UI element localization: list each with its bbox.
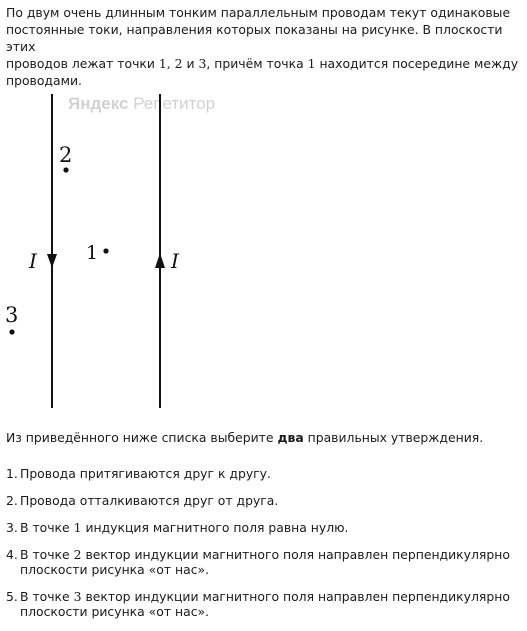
- current-label-right: I: [170, 249, 180, 273]
- point-3-dot: [9, 329, 15, 335]
- question-bold: два: [277, 430, 304, 445]
- point-3-label: 3: [5, 303, 18, 327]
- point-2-label: 2: [59, 143, 72, 167]
- answer-options: 1. Провода притягиваются друг к другу. 2…: [6, 466, 521, 631]
- wires-diagram: Яндекс Репетитор I I 1 2 3: [5, 94, 215, 408]
- intro-points-1-2: 1, 2: [158, 56, 183, 71]
- option-text: Провода отталкиваются друг от друга.: [20, 493, 279, 508]
- intro-point-3: 3: [198, 56, 207, 71]
- up-arrow-icon: [155, 253, 165, 268]
- option-number: 4.: [6, 547, 18, 562]
- option-3: 3. В точке 1 индукция магнитного поля ра…: [6, 520, 521, 535]
- watermark: Яндекс Репетитор: [68, 94, 215, 113]
- intro-line-3a: проводов лежат точки: [6, 56, 159, 71]
- down-arrow-icon: [47, 254, 57, 268]
- point-1-label: 1: [86, 242, 98, 264]
- option-text: В точке 3 вектор индукции магнитного пол…: [20, 589, 510, 619]
- option-text: Провода притягиваются друг к другу.: [20, 466, 271, 481]
- option-number: 2.: [6, 493, 18, 508]
- point-2-dot: [63, 167, 69, 173]
- option-number: 1.: [6, 466, 18, 481]
- option-1: 1. Провода притягиваются друг к другу.: [6, 466, 521, 481]
- intro-line-4: проводами.: [6, 73, 82, 88]
- problem-statement: По двум очень длинным тонким параллельны…: [6, 4, 521, 89]
- intro-line-3d: , причём точка: [206, 56, 308, 71]
- option-text: В точке 1 индукция магнитного поля равна…: [20, 520, 349, 535]
- option-4: 4. В точке 2 вектор индукции магнитного …: [6, 547, 521, 577]
- option-5: 5. В точке 3 вектор индукции магнитного …: [6, 589, 521, 619]
- intro-line-1: По двум очень длинным тонким параллельны…: [6, 5, 511, 20]
- current-label-left: I: [28, 249, 38, 273]
- question-before: Из приведённого ниже списка выберите: [6, 430, 278, 445]
- option-number: 5.: [6, 589, 18, 604]
- intro-line-3b: и: [182, 56, 199, 71]
- point-1-dot: [103, 248, 109, 254]
- intro-line-2: постоянные токи, направления которых пок…: [6, 22, 503, 54]
- question-prompt: Из приведённого ниже списка выберите два…: [6, 429, 521, 446]
- question-after: правильных утверждения.: [303, 430, 484, 445]
- option-2: 2. Провода отталкиваются друг от друга.: [6, 493, 521, 508]
- wires-figure: Яндекс Репетитор I I 1 2 3: [0, 88, 230, 418]
- intro-point-1: 1: [307, 56, 316, 71]
- intro-line-3f: находится посередине между: [315, 56, 519, 71]
- option-number: 3.: [6, 520, 18, 535]
- option-text: В точке 2 вектор индукции магнитного пол…: [20, 547, 510, 577]
